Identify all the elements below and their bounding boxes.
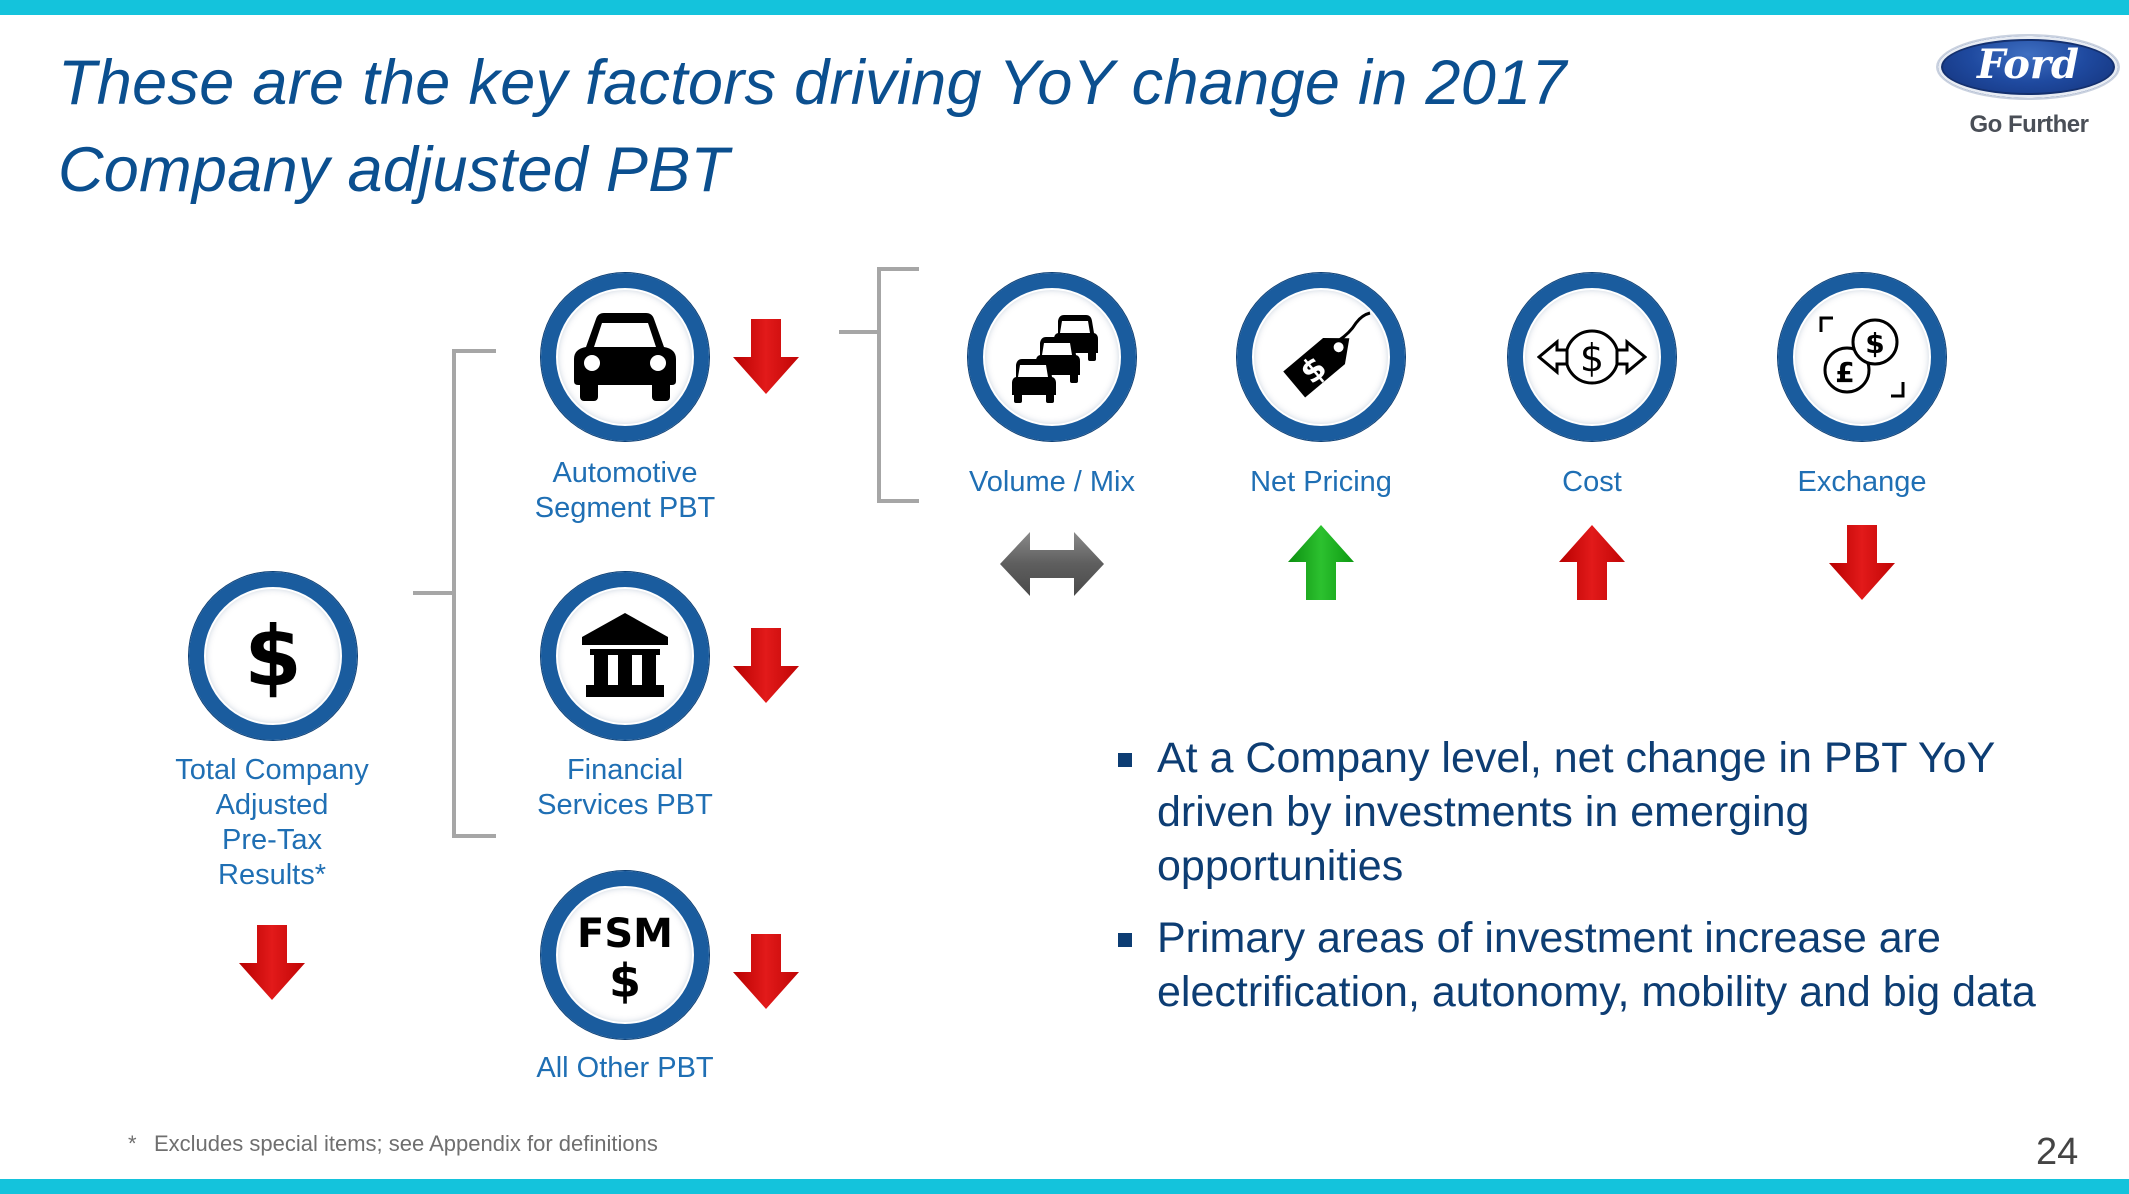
net-pricing-up-arrow-icon xyxy=(1288,525,1354,600)
traffic-cars-icon xyxy=(1012,315,1098,403)
footnote-marker: * xyxy=(128,1131,137,1156)
volume-mix-node xyxy=(968,273,1136,441)
segments-bracket-bottom-arm xyxy=(452,834,496,838)
factors-bracket-vertical xyxy=(877,267,881,503)
all-other-label: All Other PBT xyxy=(536,1052,714,1084)
volume-mix-neutral-double-arrow-icon xyxy=(1000,532,1104,596)
all-other-node: FSM $ xyxy=(541,871,709,1039)
automotive-segment-node xyxy=(541,273,709,441)
car-icon xyxy=(574,313,676,401)
root-connector-stub xyxy=(413,591,456,595)
automotive-segment-down-arrow-icon xyxy=(733,319,799,394)
exchange-label: Exchange xyxy=(1797,466,1927,498)
bullet-square-icon xyxy=(1118,933,1132,947)
price-tag-icon: $ xyxy=(1283,311,1371,398)
footnote-text: Excludes special items; see Appendix for… xyxy=(154,1131,658,1156)
currency-exchange-icon: $ £ xyxy=(1819,316,1905,398)
ford-wordmark: Ford xyxy=(1977,41,2079,88)
automotive-segment-label: Automotive Segment PBT xyxy=(534,457,716,524)
dollar-icon: $ xyxy=(244,611,302,701)
slide-title-line-1: These are the key factors driving YoY ch… xyxy=(58,48,1567,118)
total-company-label: Total Company Adjusted Pre-Tax Results* xyxy=(175,754,369,891)
factors-connector-stub xyxy=(839,330,879,334)
cost-label: Cost xyxy=(1562,466,1622,498)
volume-mix-label: Volume / Mix xyxy=(969,466,1135,498)
svg-text:£: £ xyxy=(1835,356,1854,389)
fsm-dollar-icon: FSM $ xyxy=(577,911,673,1005)
svg-text:$: $ xyxy=(609,954,641,1005)
ford-tagline: Go Further xyxy=(1969,111,2090,138)
svg-text:$: $ xyxy=(244,611,302,701)
svg-text:$: $ xyxy=(1580,336,1604,380)
slide-title-line-2: Company adjusted PBT xyxy=(58,135,730,205)
financial-services-down-arrow-icon xyxy=(733,628,799,703)
all-other-down-arrow-icon xyxy=(733,934,799,1009)
bank-icon xyxy=(582,613,668,697)
ford-oval-icon xyxy=(1936,34,2120,100)
bullet-item: At a Company level, net change in PBT Yo… xyxy=(1118,731,2038,893)
slide-title: These are the key factors driving YoY ch… xyxy=(58,40,1567,214)
segments-bracket-vertical xyxy=(452,349,456,838)
net-pricing-label: Net Pricing xyxy=(1250,466,1392,498)
segments-bracket-top-arm xyxy=(452,349,496,353)
total-company-down-arrow-icon xyxy=(239,925,305,1000)
ford-logo: Ford Go Further xyxy=(1936,34,2122,144)
commentary-bullets: At a Company level, net change in PBT Yo… xyxy=(1118,731,2038,1037)
svg-text:$: $ xyxy=(1865,327,1884,360)
cost-up-arrow-icon xyxy=(1559,525,1625,600)
total-company-node: $ xyxy=(189,572,357,740)
exchange-node: $ £ xyxy=(1778,273,1946,441)
svg-text:FSM: FSM xyxy=(577,911,673,957)
factors-bracket-bottom-arm xyxy=(877,499,919,503)
financial-services-label: Financial Services PBT xyxy=(537,754,713,821)
net-pricing-node: $ xyxy=(1237,273,1405,441)
exchange-down-arrow-icon xyxy=(1829,525,1895,600)
bottom-accent-bar xyxy=(0,1179,2129,1194)
dollar-arrows-icon: $ xyxy=(1537,329,1647,385)
page-number: 24 xyxy=(2036,1131,2079,1173)
top-accent-bar xyxy=(0,0,2129,15)
factors-bracket-top-arm xyxy=(877,267,919,271)
bullet-item: Primary areas of investment increase are… xyxy=(1118,911,2038,1019)
financial-services-node xyxy=(541,572,709,740)
bullet-square-icon xyxy=(1118,753,1132,767)
cost-node: $ xyxy=(1508,273,1676,441)
footnote: * Excludes special items; see Appendix fo… xyxy=(128,1131,658,1157)
